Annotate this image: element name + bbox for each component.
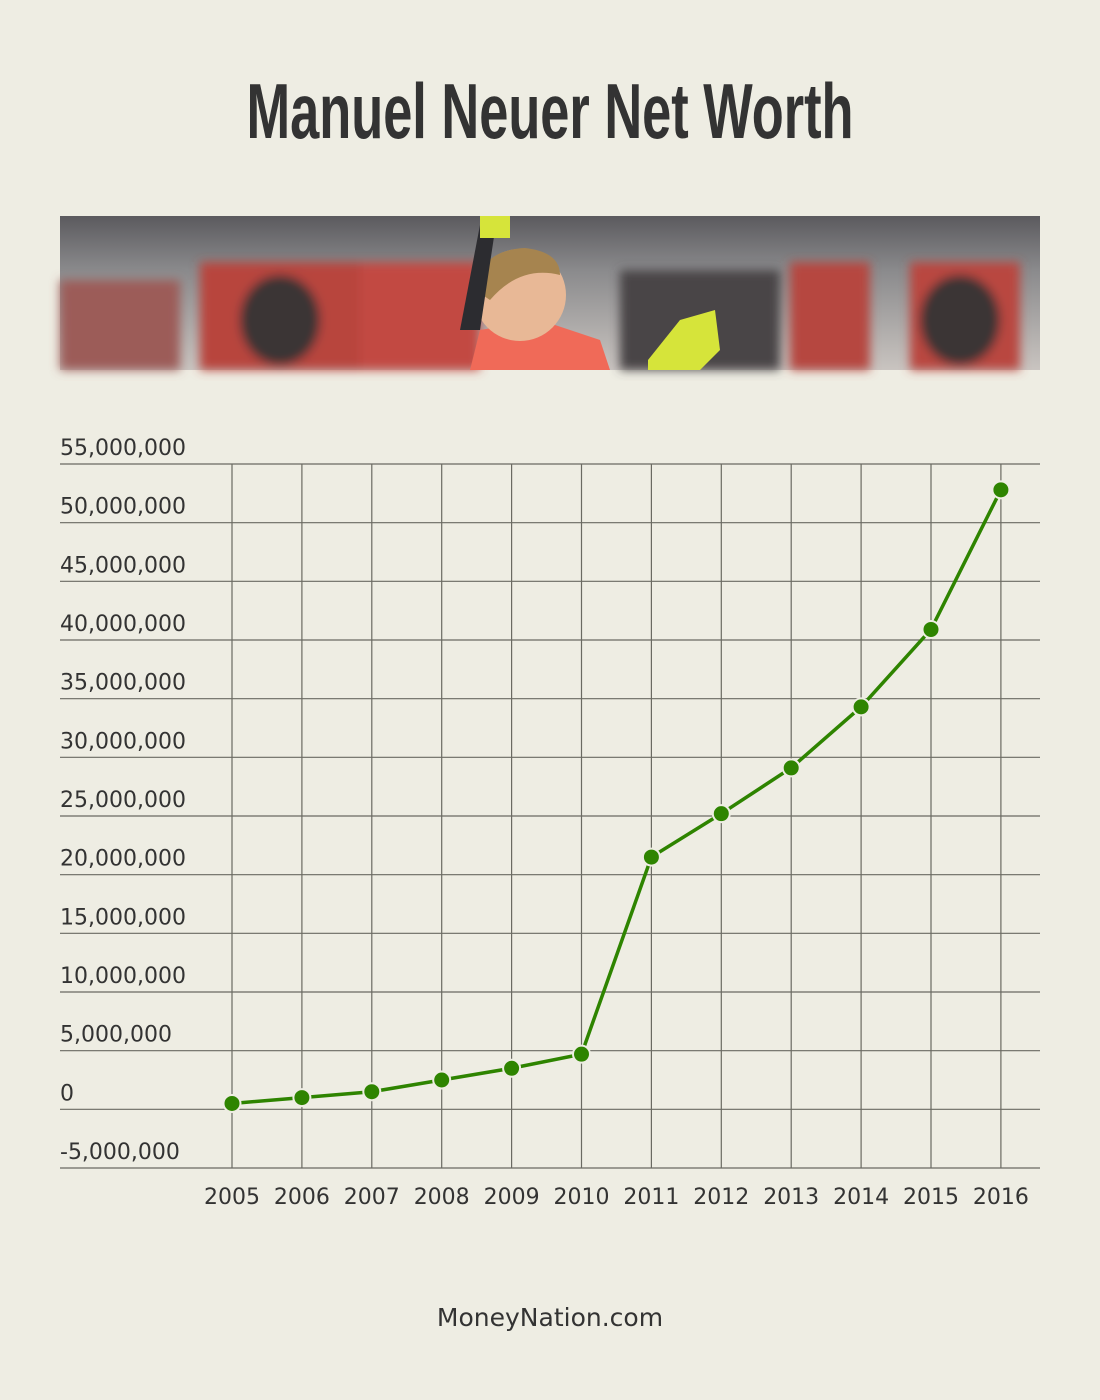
point [711,804,731,824]
x-tick-label: 2014 [833,1185,889,1210]
point [292,1088,312,1108]
y-tick-label: 0 [60,1081,74,1106]
plot-area: -5,000,000 0 5,000,000 10,000,000 15,000,000… [60,436,1040,1210]
y-tick-label: 35,000,000 [60,671,186,696]
y-tick-label: 30,000,000 [60,729,186,754]
x-tick-label: 2013 [763,1185,819,1210]
banner-photo [60,216,1040,370]
x-tick-label: 2011 [623,1185,679,1210]
y-tick-label: 5,000,000 [60,1023,172,1048]
point [572,1044,591,1064]
y-tick-label: 45,000,000 [60,553,186,578]
source-label: MoneyNation.com [437,1303,663,1332]
x-tick-label: 2015 [903,1185,959,1210]
line [231,489,1003,1106]
x-tick-label: 2006 [274,1185,330,1210]
point [502,1058,522,1078]
point [991,480,1011,500]
x-tick-label: 2005 [204,1185,260,1210]
x-tick-label: 2009 [484,1185,540,1210]
point [432,1070,452,1090]
point [781,758,801,778]
point [851,697,871,717]
y-tick-label: -5,000,000 [60,1140,180,1165]
y-tick-label: 40,000,000 [60,612,186,637]
y-tick-label: 20,000,000 [60,847,186,872]
point [641,847,661,867]
x-tick-label: 2012 [693,1185,749,1210]
x-tick-label: 2016 [973,1185,1029,1210]
y-tick-label: 55,000,000 [60,436,186,461]
point [222,1093,242,1113]
point [362,1082,382,1102]
x-tick-label: 2010 [554,1185,610,1210]
x-tick-label: 2007 [344,1185,400,1210]
chart-title: Manuel Neuer Net Worth [247,67,854,155]
x-tick-label: 2008 [414,1185,470,1210]
y-tick-label: 50,000,000 [60,495,186,520]
y-tick-label: 25,000,000 [60,788,186,813]
point [921,619,941,639]
y-tick-label: 10,000,000 [60,964,186,989]
y-tick-label: 15,000,000 [60,905,186,930]
